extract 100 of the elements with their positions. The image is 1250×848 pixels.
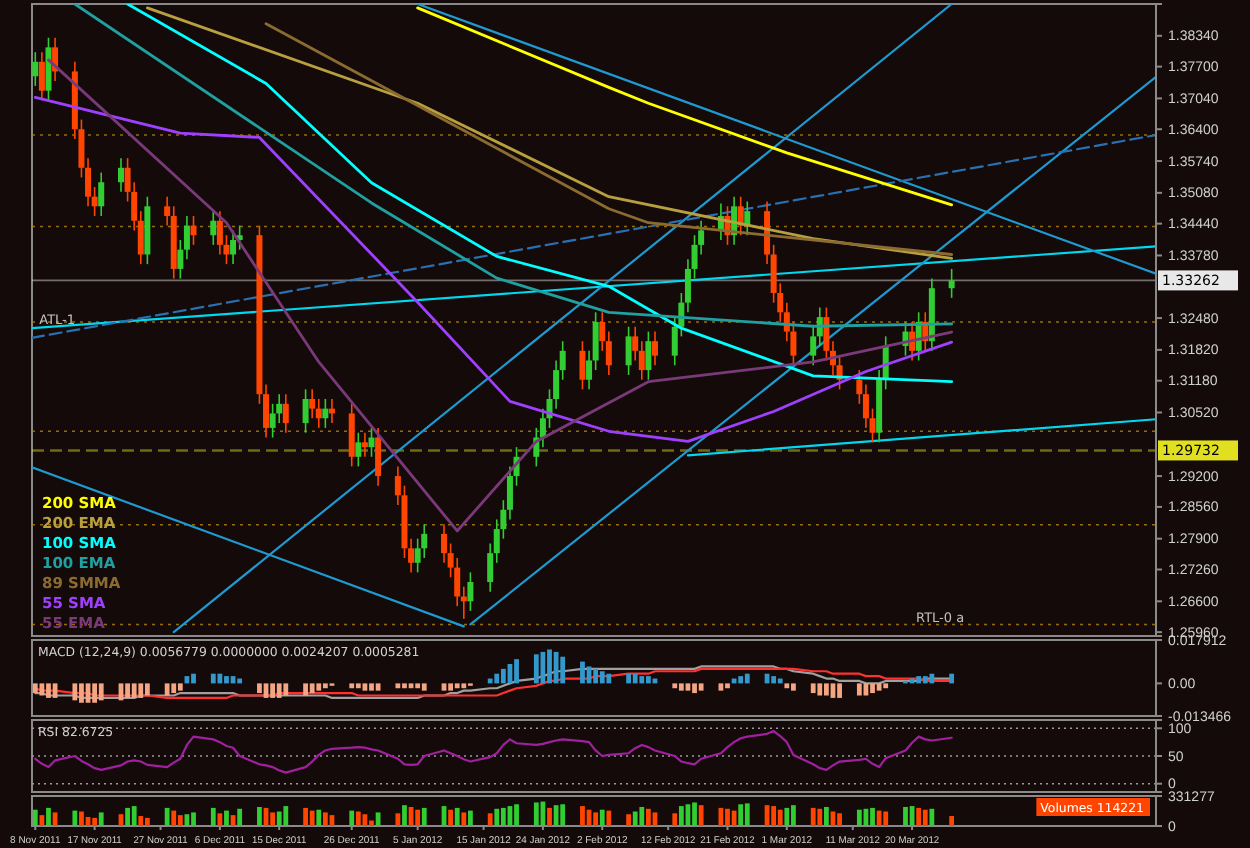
bar [270,683,276,698]
bar [349,683,355,689]
candlestick [361,431,368,458]
candlestick [216,210,223,256]
candlestick [348,403,355,468]
bar [32,809,38,826]
bar [606,673,612,684]
bar [949,816,955,826]
bar [39,683,45,696]
line-series [416,6,954,207]
bar [837,813,842,826]
bar [533,654,539,684]
bar [837,683,842,698]
candlestick [645,330,652,381]
line-series [34,729,953,774]
bar [79,811,84,826]
bar [744,673,750,684]
bar [454,683,460,689]
bar [916,807,922,826]
bar [171,683,177,694]
bar [560,656,566,684]
bar [303,807,308,826]
candlestick [651,330,658,367]
bar [823,683,829,696]
bar [949,673,955,684]
bar [514,804,519,826]
bar [177,815,183,826]
bar [672,683,678,689]
bar [98,683,104,701]
bar [257,806,262,826]
bar [217,813,223,826]
bar [856,683,862,696]
bar [560,804,566,826]
bar [870,683,875,694]
line-series [145,6,954,260]
bar [131,683,137,698]
bar [494,673,500,684]
bar [369,683,374,691]
bar [883,683,889,689]
bar [309,683,315,694]
bar [32,683,38,694]
bar [316,809,322,826]
bar [514,659,519,684]
bar [593,812,599,826]
bar [632,673,638,684]
bar [164,683,170,696]
bar [125,683,130,698]
bar [547,807,552,826]
bar [692,683,697,694]
bar [777,809,783,826]
bar [771,676,777,684]
bar [692,802,697,826]
bar [929,673,935,684]
bar [144,683,150,696]
bar [322,683,328,689]
bar [791,805,796,826]
candlestick [375,427,382,487]
bar [191,673,196,684]
bar [467,810,473,826]
bar [718,683,724,691]
bar [177,683,183,691]
bar [870,807,875,826]
bar [678,806,684,826]
bar [883,811,889,826]
candlestick [467,571,474,612]
bar [316,683,322,691]
bar [685,683,691,691]
bar [309,810,315,826]
bar [916,676,922,684]
bar [415,683,421,689]
bar [144,817,150,826]
candlestick [579,340,586,391]
bar [72,683,78,701]
bar [461,683,467,689]
bar [257,683,262,694]
bar [454,807,460,826]
candlestick [625,325,632,376]
bar [744,803,750,826]
bar [191,812,196,826]
bar [533,802,539,826]
bar [237,808,243,826]
bar [283,683,289,696]
bar [606,810,612,826]
bar [210,673,216,684]
bar [672,813,678,826]
bar [599,809,605,826]
bar [421,807,427,826]
bar [283,806,289,826]
bar [626,814,632,826]
bar [487,813,493,826]
candlestick [230,229,237,265]
bar [593,668,599,684]
bar [421,683,427,691]
bar [626,673,632,684]
bar [771,806,777,826]
bar [92,817,98,826]
bar [645,808,651,826]
candlestick [309,388,316,420]
bar [500,668,506,684]
bar [580,806,585,826]
